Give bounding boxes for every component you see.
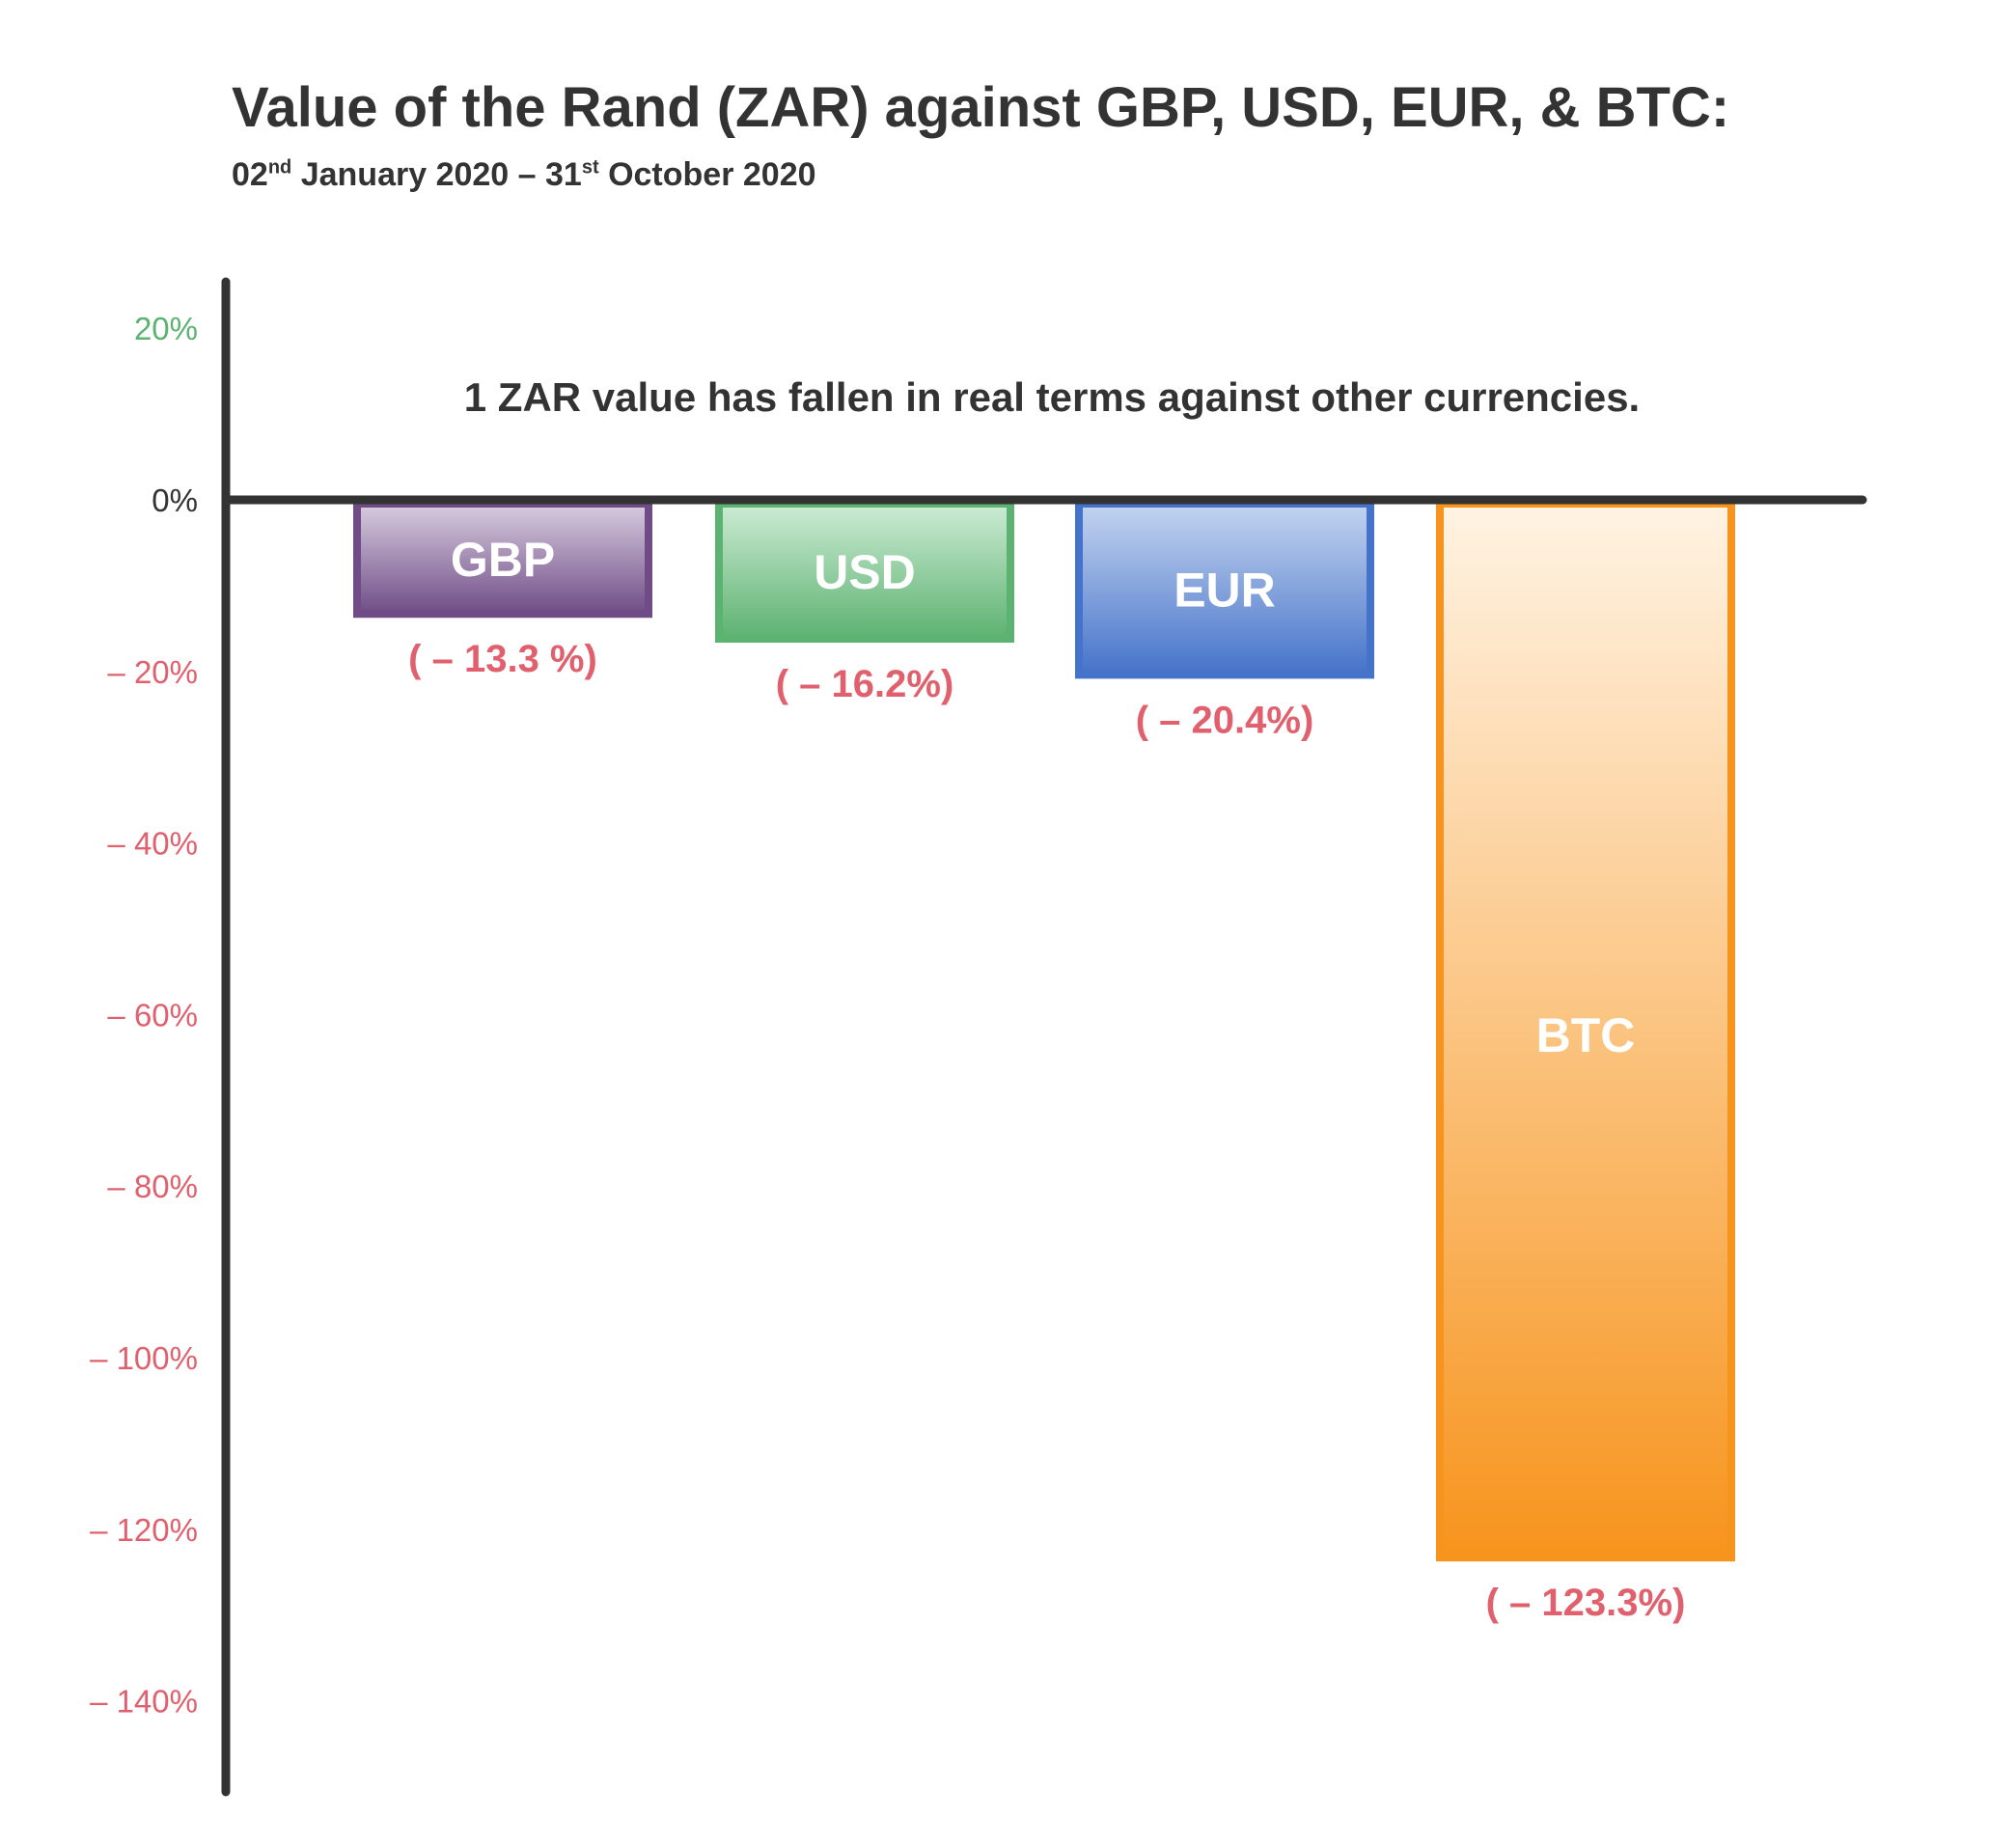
bar-value-label: ( – 123.3%) <box>1486 1582 1686 1624</box>
bar-category-label: USD <box>814 545 916 599</box>
chart-subtitle: 02nd January 2020 – 31st October 2020 <box>232 156 816 194</box>
y-tick-label: – 60% <box>107 997 198 1033</box>
bars-layer <box>353 500 1735 1562</box>
bar-category-label: GBP <box>451 533 555 587</box>
subtitle-end-suffix: st <box>581 156 599 179</box>
y-tick-label: – 140% <box>90 1684 198 1720</box>
y-tick-label: 20% <box>134 311 198 346</box>
y-tick-label: – 100% <box>90 1340 198 1376</box>
chart-annotation: 1 ZAR value has fallen in real terms aga… <box>464 374 1640 420</box>
y-tick-labels: 20% 0% – 20% – 40% – 60% – 80% – 100% – 120% – 1… <box>90 311 198 1719</box>
bar-labels-layer: GBP ( – 13.3 %) USD ( – 16.2%) EUR ( – 20.4%)… <box>408 533 1685 1624</box>
subtitle-start-rest: January 2020 – 31 <box>291 156 582 193</box>
bar-gbp <box>353 500 652 619</box>
axes-layer <box>221 277 1867 1797</box>
subtitle-start-day: 02 <box>232 156 268 193</box>
y-tick-label: – 120% <box>90 1512 198 1548</box>
bar-btc <box>1436 500 1735 1562</box>
subtitle-end-rest: October 2020 <box>598 156 816 193</box>
bar-eur <box>1075 500 1374 679</box>
y-tick-label: 0% <box>152 482 198 518</box>
chart-title: Value of the Rand (ZAR) against GBP, USD… <box>232 76 1730 139</box>
y-tick-label: – 40% <box>107 826 198 862</box>
bar-value-label: ( – 16.2%) <box>776 663 954 705</box>
subtitle-start-suffix: nd <box>267 156 292 179</box>
bar-value-label: ( – 13.3 %) <box>408 638 597 680</box>
y-tick-label: – 20% <box>107 654 198 690</box>
bar-category-label: EUR <box>1174 564 1276 618</box>
bar-category-label: BTC <box>1536 1008 1636 1062</box>
bar-value-label: ( – 20.4%) <box>1136 699 1314 741</box>
y-tick-label: – 80% <box>107 1169 198 1204</box>
bar-usd <box>715 500 1014 644</box>
